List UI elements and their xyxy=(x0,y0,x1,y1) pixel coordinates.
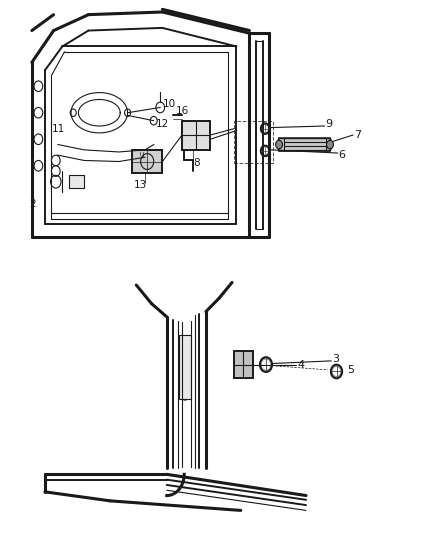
Text: 3: 3 xyxy=(332,354,339,364)
Polygon shape xyxy=(278,138,332,151)
Bar xyxy=(234,120,273,163)
Text: 4: 4 xyxy=(297,360,304,369)
Circle shape xyxy=(326,140,333,149)
Circle shape xyxy=(331,365,342,378)
Circle shape xyxy=(260,357,272,372)
Text: 8: 8 xyxy=(193,158,200,168)
Circle shape xyxy=(276,140,283,149)
Text: 10: 10 xyxy=(162,99,176,109)
Circle shape xyxy=(262,360,270,369)
Polygon shape xyxy=(182,120,210,150)
Text: 16: 16 xyxy=(176,106,189,116)
Bar xyxy=(180,335,191,399)
Text: 5: 5 xyxy=(347,365,354,375)
Circle shape xyxy=(333,367,340,376)
Circle shape xyxy=(261,146,269,156)
Circle shape xyxy=(262,125,268,132)
Polygon shape xyxy=(132,150,162,173)
Text: 9: 9 xyxy=(325,119,333,130)
Bar xyxy=(69,175,84,188)
Text: 12: 12 xyxy=(156,119,169,130)
Text: 2: 2 xyxy=(30,199,36,209)
Text: 6: 6 xyxy=(339,150,346,160)
Polygon shape xyxy=(234,351,253,378)
Text: 13: 13 xyxy=(134,180,147,190)
Text: 11: 11 xyxy=(51,124,65,134)
Text: 7: 7 xyxy=(354,130,361,140)
Circle shape xyxy=(261,123,269,134)
Circle shape xyxy=(262,148,268,154)
